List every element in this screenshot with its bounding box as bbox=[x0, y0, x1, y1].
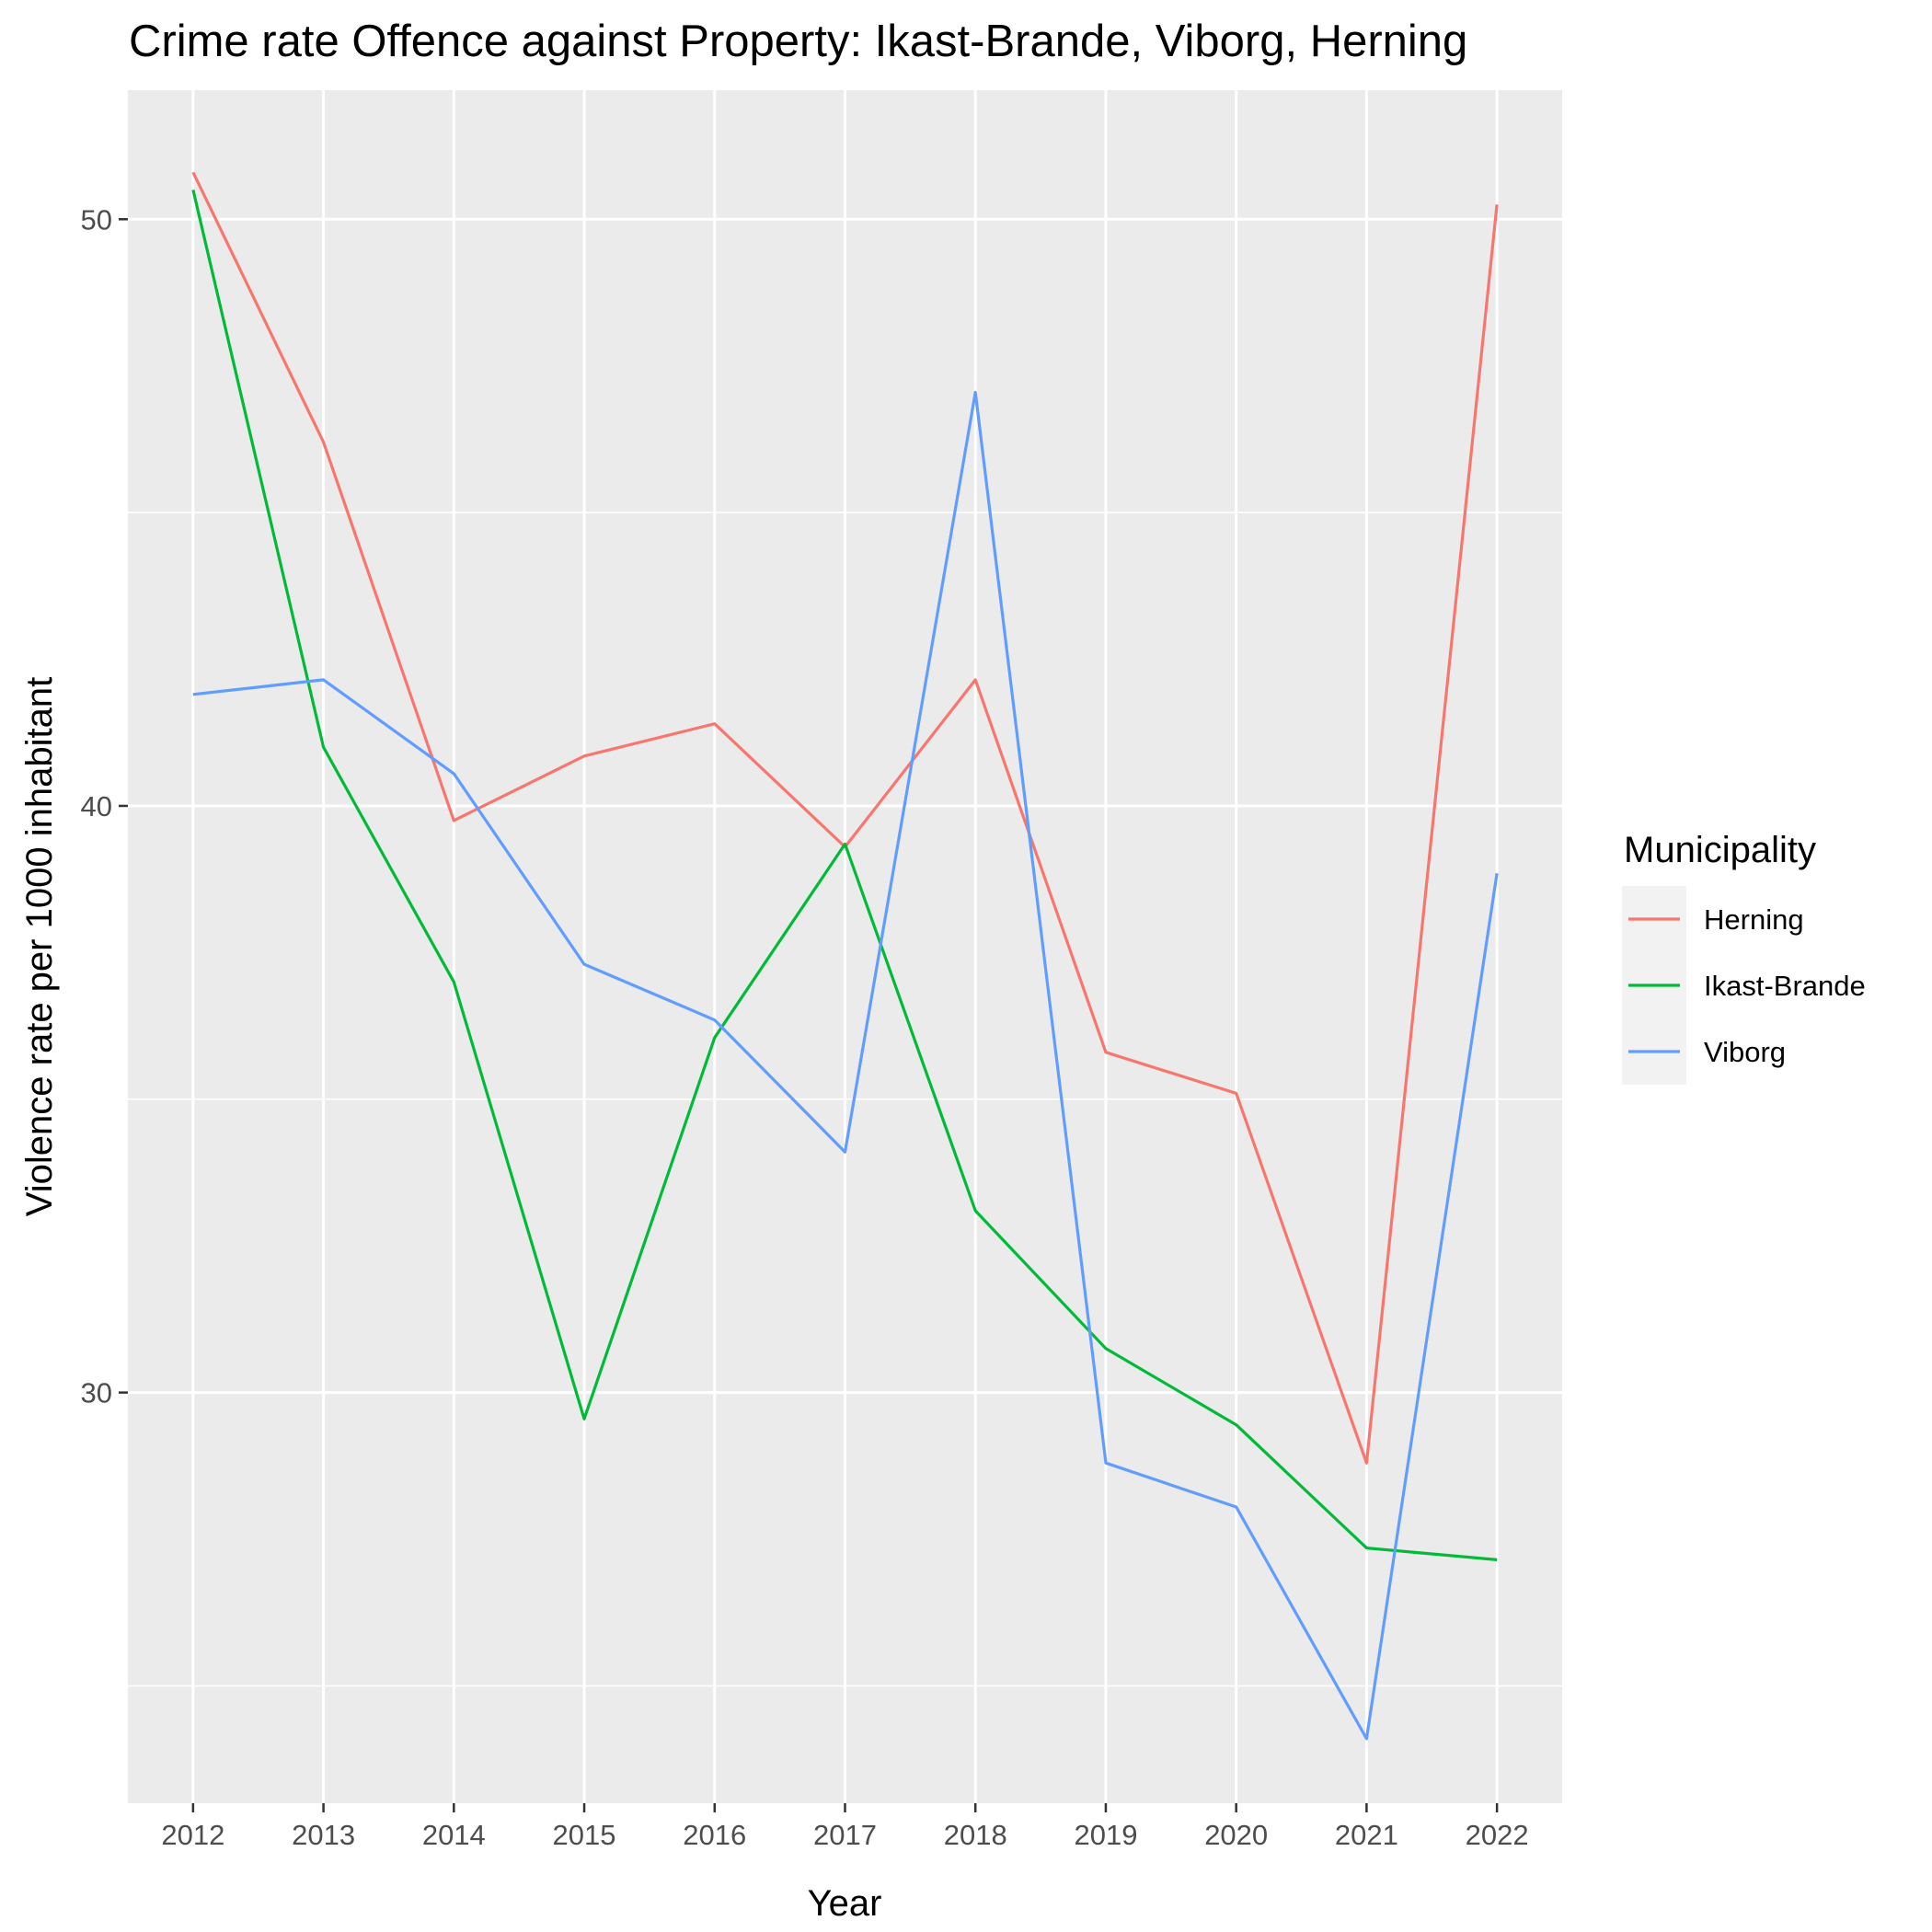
y-tick-label: 40 bbox=[81, 790, 112, 822]
legend-title: Municipality bbox=[1624, 830, 1816, 870]
x-tick-label: 2020 bbox=[1204, 1819, 1268, 1851]
x-tick-label: 2019 bbox=[1074, 1819, 1137, 1851]
y-axis: 30 40 50 bbox=[81, 203, 128, 1409]
x-tick-label: 2017 bbox=[813, 1819, 877, 1851]
x-axis-title: Year bbox=[808, 1883, 882, 1924]
x-tick-label: 2014 bbox=[422, 1819, 486, 1851]
legend-item: Herning bbox=[1622, 886, 1804, 952]
x-axis: 2012 2013 2014 2015 2016 2017 2018 2019 2020 2021… bbox=[161, 1803, 1529, 1851]
x-tick-label: 2015 bbox=[553, 1819, 616, 1851]
legend-items: Herning Ikast-Brande Viborg bbox=[1622, 886, 1866, 1085]
legend-label: Viborg bbox=[1704, 1036, 1786, 1068]
y-tick-label: 30 bbox=[81, 1377, 112, 1409]
legend-item: Ikast-Brande bbox=[1622, 952, 1866, 1018]
series-line-ikast-brande bbox=[191, 190, 1498, 1561]
x-tick-label: 2018 bbox=[944, 1819, 1007, 1851]
series-lines bbox=[191, 171, 1499, 1741]
x-tick-label: 2012 bbox=[161, 1819, 224, 1851]
legend-label: Ikast-Brande bbox=[1704, 970, 1866, 1002]
x-tick-label: 2022 bbox=[1466, 1819, 1529, 1851]
x-tick-label: 2021 bbox=[1335, 1819, 1398, 1851]
x-tick-label: 2013 bbox=[292, 1819, 355, 1851]
y-axis-title: Violence rate per 1000 inhabitant bbox=[19, 677, 60, 1216]
legend-item: Viborg bbox=[1622, 1018, 1786, 1085]
chart-title: Crime rate Offence against Property: Ika… bbox=[129, 17, 1467, 66]
y-tick-label: 50 bbox=[81, 203, 112, 236]
legend: Municipality Herning Ikast-Brande Viborg bbox=[1622, 830, 1866, 1085]
series-line-viborg bbox=[192, 390, 1499, 1741]
major-gridlines bbox=[128, 90, 1562, 1803]
legend-label: Herning bbox=[1704, 903, 1804, 936]
x-tick-label: 2016 bbox=[683, 1819, 746, 1851]
